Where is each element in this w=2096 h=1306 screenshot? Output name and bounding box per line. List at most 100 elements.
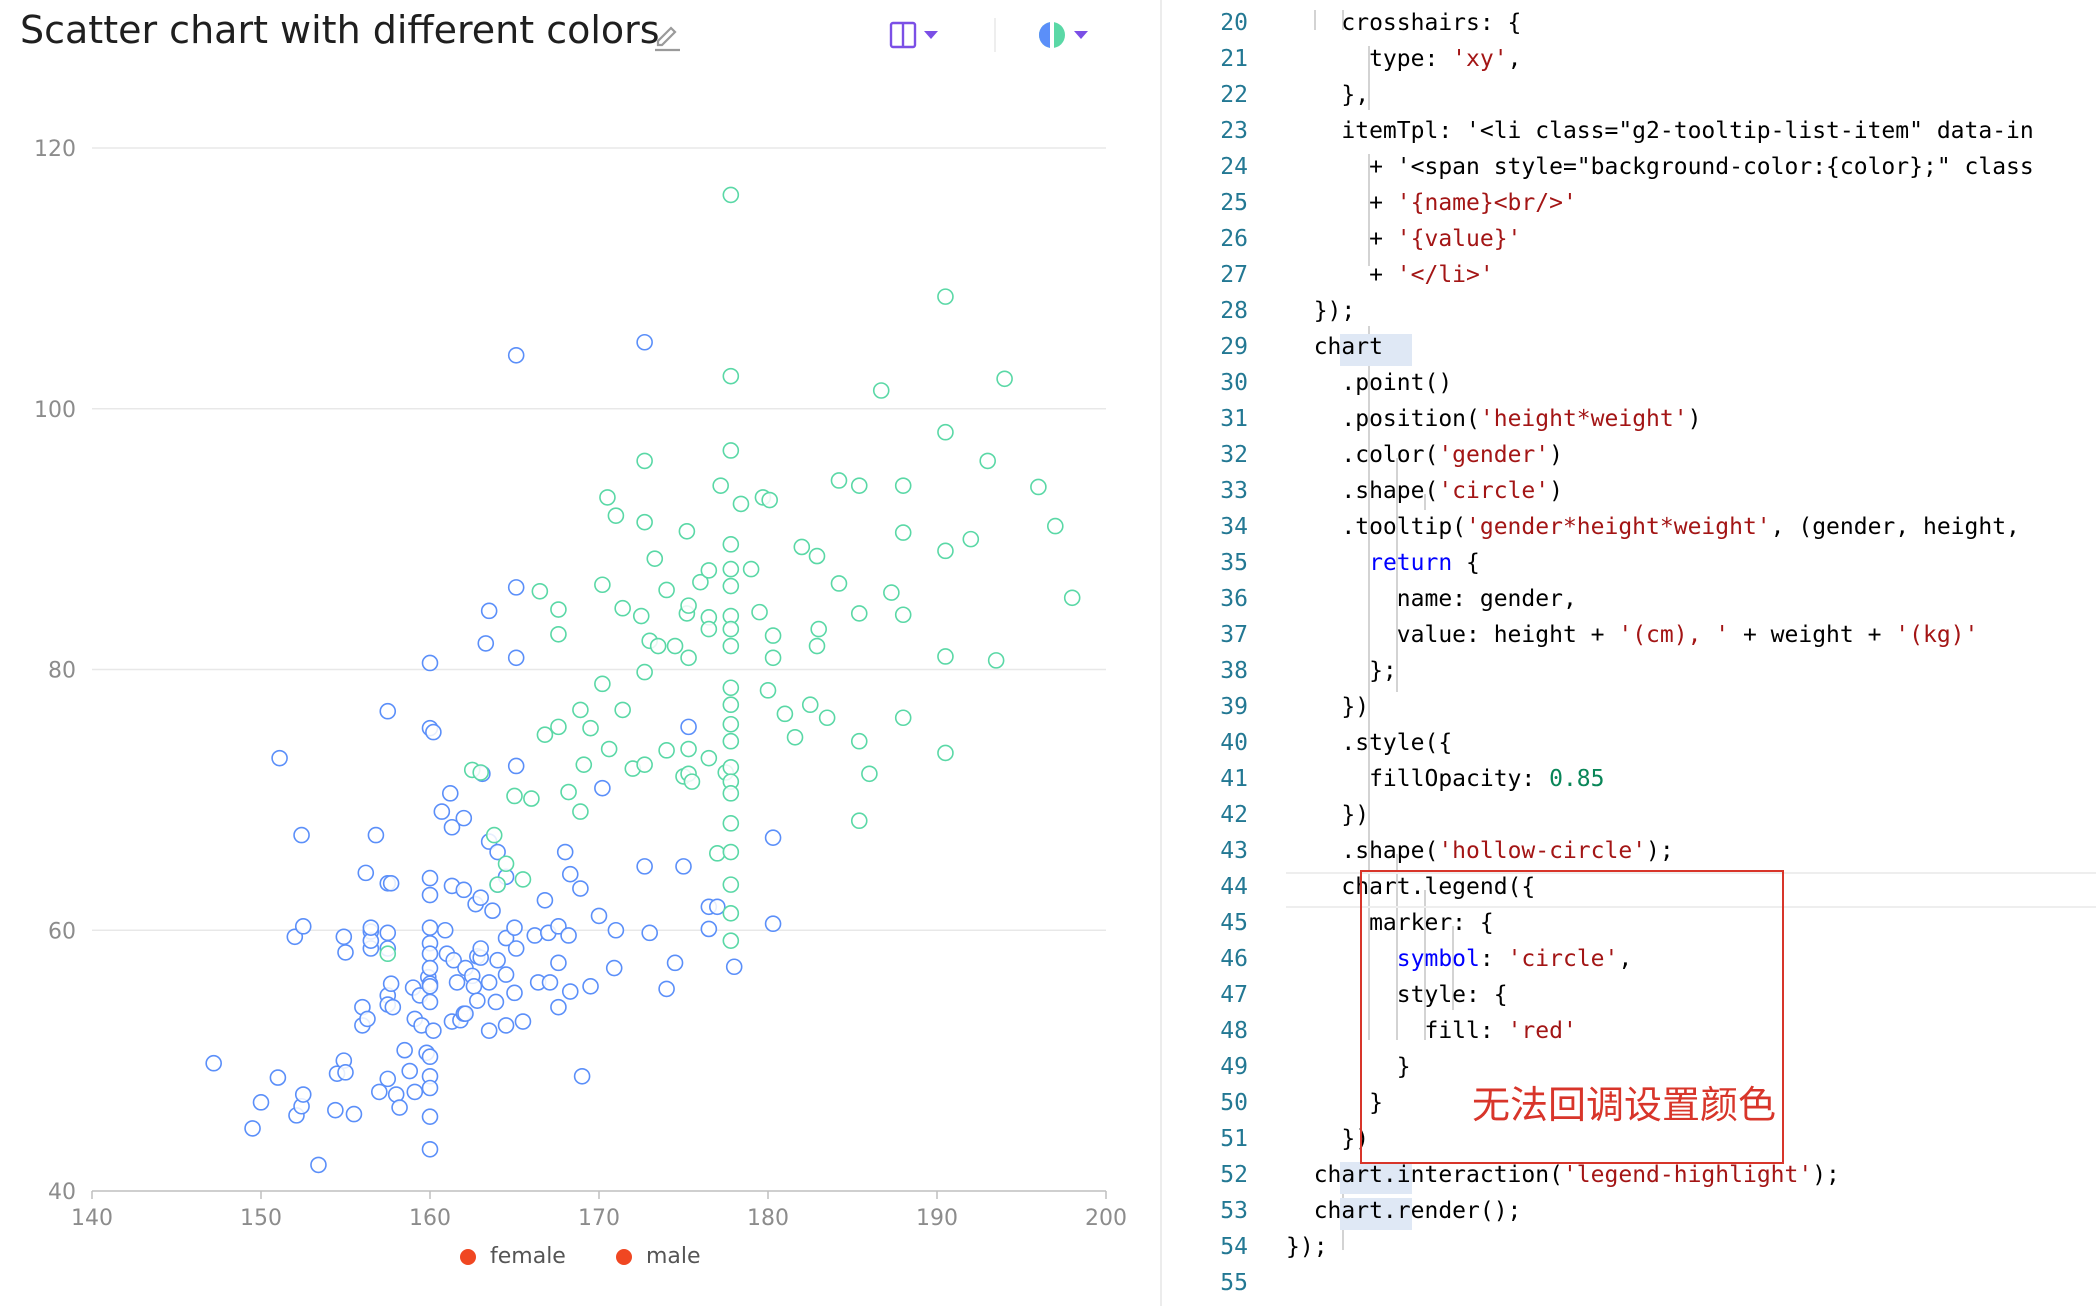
data-point-male <box>658 742 675 759</box>
data-point-male <box>575 756 593 773</box>
pencil-icon[interactable] <box>650 20 684 54</box>
data-point-female <box>573 1067 591 1085</box>
data-point-female <box>406 1083 424 1101</box>
line-number: 41 <box>1220 766 1248 792</box>
data-point-female <box>550 918 567 935</box>
data-point-male <box>572 803 589 820</box>
code-line[interactable]: chart <box>1286 334 1383 360</box>
layout-toggle-button[interactable] <box>888 16 940 54</box>
data-point-female <box>370 1083 388 1101</box>
code-line[interactable]: style: { <box>1286 982 1508 1008</box>
code-line[interactable]: .shape('circle') <box>1286 478 1563 504</box>
data-point-male <box>472 764 490 781</box>
data-point-female <box>382 975 400 993</box>
code-line[interactable]: } <box>1286 1090 1383 1116</box>
data-point-female <box>514 1013 532 1030</box>
line-number: 55 <box>1220 1270 1248 1296</box>
panel-divider[interactable] <box>1160 0 1162 1306</box>
code-line[interactable]: chart.render(); <box>1286 1198 1522 1224</box>
data-point-female <box>680 718 697 736</box>
legend-item-male[interactable]: male <box>616 1244 701 1269</box>
data-point-male <box>830 472 848 489</box>
code-line[interactable]: value: height + '(cm), ' + weight + '(kg… <box>1286 622 1979 648</box>
line-number-gutter: 20 21 22 23 24 25 26 27 28 29 30 31 32 33 34 35 36 37 38 39… <box>1162 0 1248 1306</box>
code-line[interactable]: + '<span style="background-color:{color}… <box>1286 154 2034 180</box>
data-point-female <box>607 921 625 939</box>
code-line[interactable]: chart.legend({ <box>1286 874 1536 900</box>
line-number: 34 <box>1220 514 1248 540</box>
code-line[interactable]: name: gender, <box>1286 586 1577 612</box>
data-point-female <box>433 803 451 820</box>
data-point-male <box>514 871 532 888</box>
code-line[interactable]: itemTpl: '<li class="g2-tooltip-list-ite… <box>1286 118 2034 144</box>
data-point-male <box>732 495 750 513</box>
code-line[interactable]: .style({ <box>1286 730 1453 756</box>
code-line[interactable]: fill: 'red' <box>1286 1018 1577 1044</box>
y-tick-label: 80 <box>48 659 76 684</box>
code-line[interactable]: .color('gender') <box>1286 442 1563 468</box>
x-tick-label: 170 <box>578 1206 620 1231</box>
code-line[interactable]: + '</li>' <box>1286 262 1494 288</box>
code-line[interactable]: }) <box>1286 802 1370 828</box>
code-line[interactable]: .shape('hollow-circle'); <box>1286 838 1674 864</box>
code-line[interactable]: fillOpacity: 0.85 <box>1286 766 1605 792</box>
data-point-female <box>497 1017 515 1034</box>
code-line[interactable]: }; <box>1286 658 1397 684</box>
data-point-female <box>310 1156 327 1174</box>
code-line[interactable]: return { <box>1369 550 1480 576</box>
data-point-male <box>614 599 631 617</box>
code-line[interactable]: crosshairs: { <box>1286 10 1522 36</box>
data-point-male <box>722 679 740 697</box>
data-point-male <box>722 367 740 385</box>
data-point-female <box>396 1041 413 1059</box>
line-number: 38 <box>1220 658 1248 684</box>
data-point-male <box>678 523 696 540</box>
data-point-male <box>1030 478 1047 496</box>
data-point-male <box>632 607 650 625</box>
code-line[interactable]: .tooltip('gender*height*weight', (gender… <box>1286 514 2020 540</box>
code-line[interactable]: }) <box>1286 694 1370 720</box>
data-point-male <box>872 382 890 399</box>
line-number: 48 <box>1220 1018 1248 1044</box>
code-line[interactable]: .position('height*weight') <box>1286 406 1702 432</box>
code-line[interactable]: type: 'xy', <box>1286 46 1522 72</box>
code-line[interactable]: }) <box>1286 1126 1370 1152</box>
indent-guide <box>1368 154 1370 266</box>
code-editor[interactable]: 20 21 22 23 24 25 26 27 28 29 30 31 32 33 34 35 36 37 38 39… <box>1162 0 2096 1306</box>
code-line[interactable]: + '{value}' <box>1286 226 1522 252</box>
x-tick-label: 160 <box>409 1206 451 1231</box>
code-line[interactable]: chart.interaction('legend-highlight'); <box>1286 1162 1840 1188</box>
indent-guide <box>1368 326 1370 1040</box>
code-line[interactable]: marker: { <box>1286 910 1494 936</box>
code-line[interactable]: symbol: 'circle', <box>1396 946 1633 972</box>
code-line[interactable]: .point() <box>1286 370 1453 396</box>
chart-panel: Scatter chart with different colors 40 60… <box>20 8 1127 1269</box>
line-number: 52 <box>1220 1162 1248 1188</box>
data-point-male <box>937 648 954 665</box>
word-highlight <box>1340 1198 1412 1230</box>
data-point-male <box>497 855 515 873</box>
line-number: 30 <box>1220 370 1248 396</box>
data-point-female <box>572 880 589 897</box>
theme-toggle-button[interactable] <box>1036 16 1090 54</box>
data-point-female <box>541 974 559 991</box>
data-point-male <box>722 637 740 655</box>
line-number: 50 <box>1220 1090 1248 1116</box>
line-number: 45 <box>1220 910 1248 936</box>
data-point-female <box>472 940 490 957</box>
code-line[interactable]: }, <box>1286 82 1370 108</box>
data-point-female <box>507 346 525 364</box>
line-number: 51 <box>1220 1126 1248 1152</box>
code-line[interactable]: }); <box>1286 298 1356 324</box>
data-point-male <box>894 606 912 624</box>
code-line[interactable]: } <box>1286 1054 1411 1080</box>
data-point-female <box>561 983 579 1000</box>
legend-label: male <box>646 1244 701 1269</box>
data-point-female <box>421 945 439 963</box>
data-point-male <box>614 701 631 719</box>
code-line[interactable]: + '{name}<br/>' <box>1286 190 1577 216</box>
data-point-male <box>810 620 828 638</box>
legend-item-female[interactable]: female <box>460 1244 566 1269</box>
data-point-male <box>680 740 697 758</box>
code-line[interactable]: }); <box>1286 1234 1328 1260</box>
